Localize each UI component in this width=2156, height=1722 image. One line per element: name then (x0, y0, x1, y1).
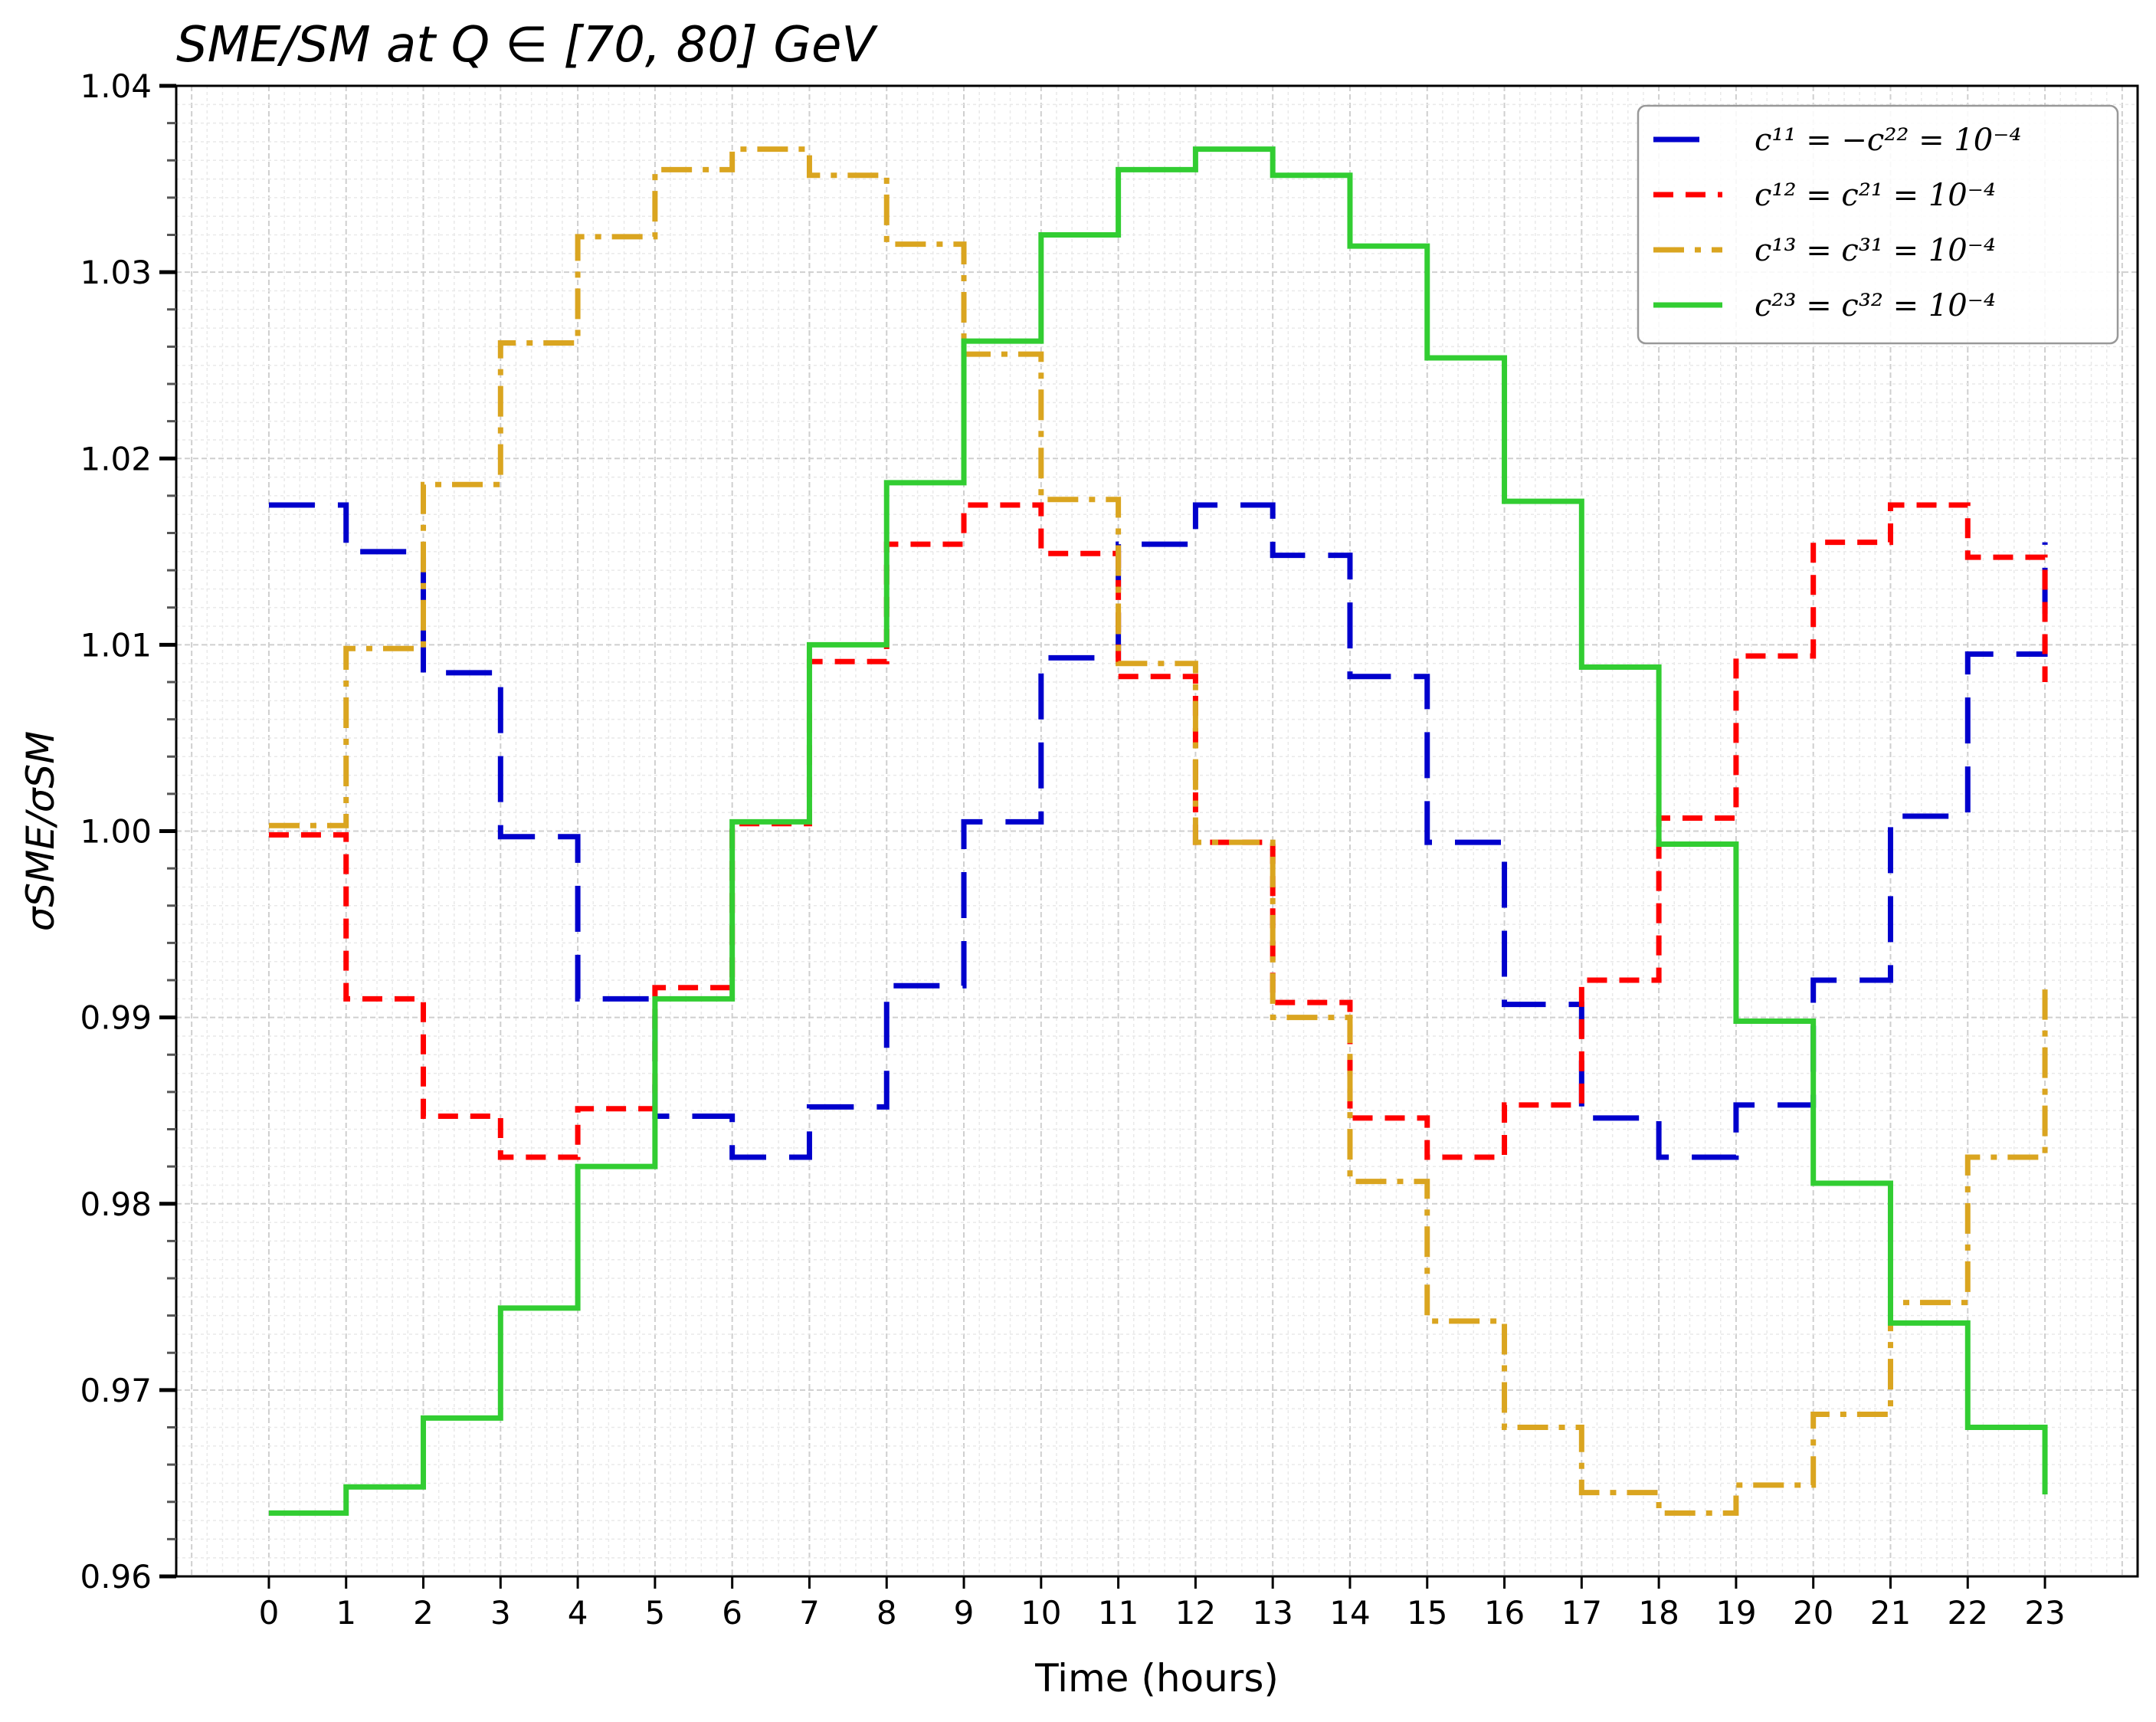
legend-label-2: c¹² = c²¹ = 10⁻⁴ (1755, 178, 1996, 213)
series-line-4 (268, 146, 2048, 1516)
x-tick-label: 14 (1329, 1594, 1370, 1632)
legend-label-3: c¹³ = c³¹ = 10⁻⁴ (1755, 233, 1996, 268)
legend-label-1: c¹¹ = −c²² = 10⁻⁴ (1755, 123, 2021, 158)
x-tick-label: 15 (1407, 1594, 1447, 1632)
y-tick-label: 1.04 (80, 67, 152, 105)
series-layer (268, 146, 2048, 1516)
y-tick-label: 0.98 (80, 1186, 152, 1223)
x-tick-label: 19 (1715, 1594, 1756, 1632)
x-tick-label: 18 (1638, 1594, 1679, 1632)
legend-box (1637, 104, 2119, 345)
x-tick-label: 8 (876, 1594, 897, 1632)
x-tick-label: 20 (1793, 1594, 1833, 1632)
x-tick-label: 2 (413, 1594, 434, 1632)
y-tick-label: 0.96 (80, 1558, 152, 1596)
x-tick-label: 1 (336, 1594, 356, 1632)
x-tick-label: 16 (1484, 1594, 1525, 1632)
y-axis-label: σSME/σSM (18, 731, 63, 932)
x-tick-label: 23 (2024, 1594, 2065, 1632)
x-axis-label: Time (hours) (1034, 1656, 1279, 1701)
x-tick-label: 10 (1021, 1594, 1061, 1632)
y-tick-label: 1.02 (80, 440, 152, 477)
x-tick-label: 12 (1175, 1594, 1216, 1632)
series-line-2 (268, 502, 2048, 1160)
y-tick-label: 1.03 (80, 254, 152, 291)
x-tick-label: 22 (1948, 1594, 1988, 1632)
series-line-3 (268, 146, 2048, 1516)
x-tick-label: 7 (799, 1594, 820, 1632)
chart-title: SME/SM at Q ∈ [70, 80] GeV (176, 17, 878, 74)
y-tick-label: 1.00 (80, 813, 152, 851)
x-tick-label: 13 (1252, 1594, 1293, 1632)
x-tick-label: 4 (568, 1594, 588, 1632)
legend-label-4: c²³ = c³² = 10⁻⁴ (1755, 288, 1996, 323)
y-tick-label: 0.99 (80, 999, 152, 1037)
x-tick-label: 17 (1561, 1594, 1602, 1632)
y-tick-label: 0.97 (80, 1372, 152, 1409)
x-tick-label: 3 (490, 1594, 511, 1632)
x-tick-label: 6 (722, 1594, 742, 1632)
legend: c¹¹ = −c²² = 10⁻⁴ c¹² = c²¹ = 10⁻⁴ c¹³ = c… (1637, 104, 2119, 345)
x-tick-label: 9 (954, 1594, 975, 1632)
x-tick-label: 11 (1098, 1594, 1139, 1632)
x-tick-label: 21 (1870, 1594, 1911, 1632)
axis-ticks: 0 1 2 3 4 5 6 7 8 9 10 11 12 13 14 15 16 17 18 19 20 21 22 230.… (80, 67, 2065, 1632)
y-tick-label: 1.01 (80, 626, 152, 664)
x-tick-label: 5 (645, 1594, 666, 1632)
x-tick-label: 0 (259, 1594, 280, 1632)
